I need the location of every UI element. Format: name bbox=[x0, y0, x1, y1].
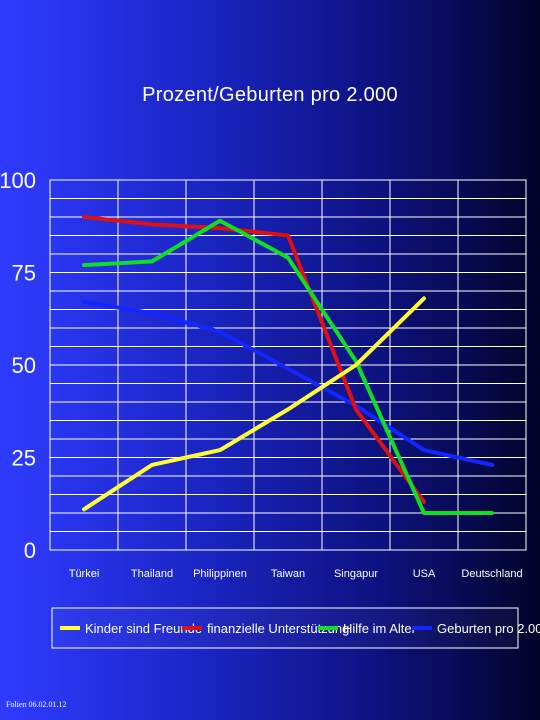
x-axis-ticks: Türkei Thailand Philippinen Taiwan Singapur U… bbox=[69, 568, 523, 580]
series-lines bbox=[82, 215, 494, 515]
y-tick-label: 0 bbox=[24, 538, 36, 563]
footer-text: Folien 06.02.01.12 bbox=[6, 700, 67, 709]
series-line-finanzielle-unterst-tzung bbox=[82, 215, 426, 504]
legend-label: finanzielle Unterstützung bbox=[207, 621, 349, 636]
grid-lines bbox=[50, 180, 526, 550]
legend-label: Kinder sind Freunde bbox=[85, 621, 202, 636]
y-axis-ticks: 0 25 50 75 100 bbox=[0, 168, 36, 563]
x-tick-label: Thailand bbox=[131, 568, 173, 580]
x-tick-label: Taiwan bbox=[271, 568, 305, 580]
x-tick-label: USA bbox=[413, 568, 436, 580]
x-tick-label: Deutschland bbox=[461, 568, 522, 580]
series-line-hilfe-im-alter bbox=[82, 218, 494, 515]
legend-label: Hilfe im Alter bbox=[343, 621, 417, 636]
series-line-kinder-sind-freunde bbox=[82, 296, 426, 512]
x-tick-label: Philippinen bbox=[193, 568, 247, 580]
y-tick-label: 25 bbox=[12, 446, 36, 471]
y-tick-label: 100 bbox=[0, 168, 36, 193]
y-tick-label: 50 bbox=[12, 353, 36, 378]
legend-label: Geburten pro 2.000 bbox=[437, 621, 540, 636]
x-tick-label: Türkei bbox=[69, 568, 100, 580]
x-tick-label: Singapur bbox=[334, 568, 378, 580]
slide-title: Prozent/Geburten pro 2.000 bbox=[142, 84, 398, 106]
series-line-geburten-pro-2-000 bbox=[82, 300, 494, 467]
y-tick-label: 75 bbox=[12, 261, 36, 286]
legend: Kinder sind Freunde finanzielle Unterstüt… bbox=[51, 607, 540, 649]
legend-box bbox=[51, 607, 519, 649]
